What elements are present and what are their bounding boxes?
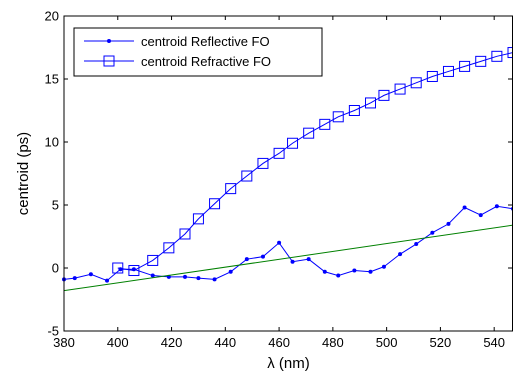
legend-box	[73, 27, 323, 77]
data-point	[225, 183, 237, 195]
data-point	[209, 198, 221, 210]
data-point	[426, 70, 438, 82]
x-tick-label: 480	[322, 335, 344, 350]
x-tick-label: 500	[376, 335, 398, 350]
data-point	[150, 273, 155, 278]
data-point	[257, 157, 269, 169]
data-point	[442, 65, 454, 77]
data-point	[147, 254, 159, 266]
data-point	[72, 276, 77, 281]
data-point	[260, 254, 265, 259]
x-tick-label: 400	[107, 335, 129, 350]
data-point	[365, 97, 377, 109]
data-point	[446, 221, 451, 226]
legend-marker-reflective	[107, 39, 111, 43]
legend-marker-refractive	[103, 55, 115, 67]
data-point	[306, 257, 311, 262]
data-point	[319, 118, 331, 130]
data-point	[273, 147, 285, 159]
series-line-2	[63, 224, 513, 292]
y-tick-label: 20	[45, 9, 59, 24]
data-point	[348, 105, 360, 116]
data-point	[381, 264, 386, 269]
y-tick-label: 15	[45, 72, 59, 87]
data-point	[179, 228, 191, 240]
y-tick-label: 10	[45, 135, 59, 150]
data-point	[192, 213, 204, 225]
data-point	[244, 257, 249, 262]
data-point	[128, 265, 140, 277]
data-point	[491, 50, 503, 62]
x-tick-label: 420	[161, 335, 183, 350]
legend: centroid Reflective FO centroid Refracti…	[73, 27, 323, 77]
data-point	[478, 213, 483, 218]
data-point	[398, 252, 403, 257]
data-point	[332, 111, 344, 123]
x-axis-label: λ (nm)	[267, 355, 310, 372]
series-line-1	[117, 52, 513, 272]
x-tick-label: 520	[430, 335, 452, 350]
data-point	[287, 137, 299, 149]
data-point	[322, 269, 327, 274]
data-point	[212, 277, 217, 282]
data-point	[88, 272, 93, 277]
data-point	[182, 274, 187, 279]
data-point	[163, 242, 175, 254]
series-2	[63, 224, 513, 292]
data-point	[378, 89, 390, 101]
data-point	[303, 127, 315, 139]
legend-entry-reflective: centroid Reflective FO	[84, 34, 270, 49]
data-point	[368, 269, 373, 274]
data-point	[394, 83, 406, 95]
x-tick-label: 440	[214, 335, 236, 350]
y-axis-label: centroid (ps)	[15, 132, 32, 215]
series-1	[112, 47, 513, 277]
data-point	[430, 230, 435, 235]
x-tick-label: 460	[268, 335, 290, 350]
data-point	[105, 278, 110, 283]
data-point	[112, 262, 124, 274]
data-point	[196, 276, 201, 281]
y-tick-label: -5	[47, 324, 59, 339]
data-point	[475, 55, 487, 67]
data-point	[494, 204, 499, 209]
series-line-0	[63, 205, 513, 282]
data-point	[336, 273, 341, 278]
x-tick-label: 380	[53, 335, 75, 350]
data-point	[241, 170, 253, 182]
data-point	[462, 205, 467, 210]
data-point	[277, 240, 282, 245]
legend-label-reflective: centroid Reflective FO	[141, 34, 270, 49]
data-point	[410, 77, 422, 89]
legend-label-refractive: centroid Refractive FO	[141, 54, 271, 69]
x-tick-label: 540	[483, 335, 505, 350]
y-tick-label: 0	[52, 261, 59, 276]
y-tick-label: 5	[52, 198, 59, 213]
data-point	[507, 47, 513, 59]
data-point	[459, 60, 471, 72]
data-point	[290, 259, 295, 264]
data-point	[352, 268, 357, 273]
data-point	[414, 242, 419, 247]
legend-entry-refractive: centroid Refractive FO	[84, 54, 271, 69]
data-point	[228, 269, 233, 274]
